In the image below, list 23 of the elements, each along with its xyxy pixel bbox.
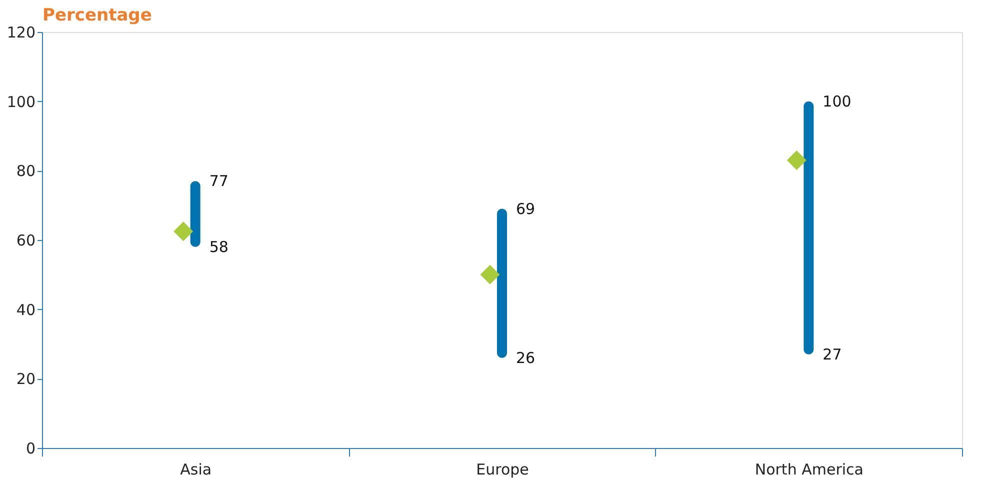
annotation: 58 — [209, 238, 228, 256]
annotation: 100 — [822, 92, 852, 110]
point — [786, 150, 806, 170]
annotation: 77 — [209, 172, 228, 190]
y-tick-label: 0 — [26, 440, 36, 458]
y-tick-label: 20 — [16, 370, 36, 388]
bar — [190, 181, 200, 247]
annotation: 26 — [516, 348, 536, 367]
annotation: 69 — [516, 200, 536, 218]
y-tick-label: 80 — [16, 162, 36, 180]
point — [174, 222, 194, 242]
annotation: 27 — [822, 345, 842, 364]
bar — [804, 101, 814, 354]
point — [480, 264, 500, 284]
y-tick-label: 120 — [6, 24, 36, 42]
y-tick-label: 40 — [16, 300, 36, 319]
x-tick-label: Europe — [476, 460, 529, 478]
x-tick-label: North America — [754, 460, 864, 478]
x-tick-label: Asia — [180, 460, 212, 478]
y-tick-label: 60 — [16, 232, 36, 250]
bar — [497, 208, 507, 358]
y-tick-label: 100 — [6, 92, 36, 111]
y-axis-title: Percentage — [42, 6, 152, 26]
